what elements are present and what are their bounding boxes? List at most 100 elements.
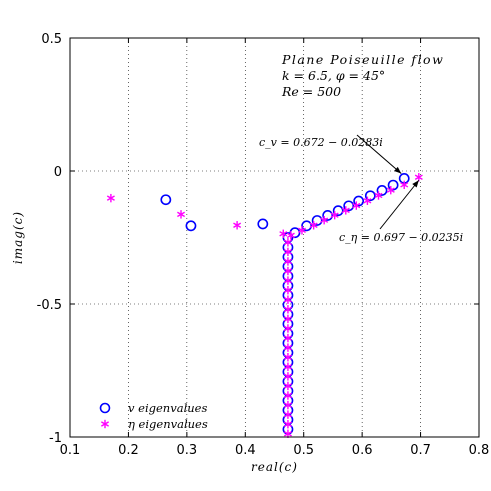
eta-eigenvalue-marker: [283, 333, 292, 343]
eta-eigenvalue-marker-stroke: [414, 174, 423, 180]
y-tick-label: -0.5: [37, 298, 62, 313]
eta-eigenvalue-marker: [283, 295, 292, 304]
eta-eigenvalue-marker: [330, 210, 339, 220]
v-eigenvalue-marker: [160, 194, 172, 206]
eta-eigenvalue-marker-stroke: [352, 202, 361, 209]
eta-eigenvalue-marker-stroke: [283, 354, 292, 360]
v-eigenvalue-marker: [343, 200, 355, 212]
x-tick-label: 0.2: [118, 443, 139, 458]
eta-eigenvalue-marker: [283, 266, 292, 276]
eta-eigenvalue-marker-stroke: [341, 207, 350, 214]
v-eigenvalue-marker: [257, 218, 269, 230]
v-eigenvalue-marker: [387, 179, 399, 191]
eigenvalue-annotations: c_v = 0.672 − 0.0283i c_η = 0.697 − 0.02…: [259, 134, 463, 244]
legend-label-eta: η eigenvalues: [128, 417, 208, 431]
legend-marker-v: [99, 402, 111, 414]
eta-eigenvalue-marker: [386, 185, 395, 195]
title-annotation: Plane Poiseuille flow k = 6.5, φ = 45° R…: [281, 52, 444, 99]
legend-star: [101, 419, 109, 429]
eta-eigenvalue-marker: [341, 206, 350, 215]
annotation-arrow-v: [356, 134, 402, 174]
eta-eigenvalue-marker-stroke: [283, 364, 292, 370]
y-axis-label: imag(c): [11, 211, 25, 264]
eta-eigenvalue-marker: [286, 231, 295, 240]
title-line-reynolds: Re = 500: [281, 84, 341, 99]
eta-eigenvalue-marker: [283, 391, 292, 400]
eta-eigenvalue-marker: [283, 305, 292, 314]
eta-eigenvalue-marker: [283, 247, 292, 257]
eta-eigenvalue-marker: [320, 216, 329, 225]
eta-eigenvalue-marker-stroke: [283, 258, 292, 265]
eta-eigenvalue-marker: [283, 353, 292, 362]
eta-eigenvalue-marker: [283, 381, 292, 391]
x-tick-label: 0.1: [60, 443, 81, 458]
title-line-flow: Plane Poiseuille flow: [281, 52, 444, 67]
eta-eigenvalue-marker: [106, 193, 115, 203]
eta-eigenvalue-marker-stroke: [283, 344, 292, 351]
x-axis-label: real(c): [251, 460, 298, 474]
eta-eigenvalue-marker-stroke: [177, 211, 186, 218]
v-eigenvalue-marker: [353, 195, 365, 207]
eta-eigenvalue-marker: [283, 324, 292, 333]
v-eigenvalue-marker: [311, 215, 323, 226]
eta-eigenvalue-marker: [400, 180, 409, 190]
eta-eigenvalue-marker: [283, 238, 292, 247]
eta-eigenvalue-marker-stroke: [283, 268, 292, 274]
eta-eigenvalue-marker-stroke: [363, 198, 372, 204]
eta-eigenvalue-marker: [283, 257, 292, 266]
y-tick-label: -1: [49, 431, 62, 446]
annotation-arrow-eta: [379, 179, 420, 230]
data-markers: [106, 173, 423, 439]
annotation-cv: c_v = 0.672 − 0.0283i: [259, 136, 383, 149]
eta-eigenvalue-marker-stroke: [309, 222, 318, 228]
title-line-parameters: k = 6.5, φ = 45°: [282, 68, 385, 83]
eta-eigenvalue-marker-stroke: [286, 232, 295, 239]
eta-eigenvalue-marker-stroke: [283, 411, 292, 418]
axis-tick-labels: 0.1 0.2 0.3 0.4 0.5 0.6 0.7 0.8 0.5 0 -0.5 -1: [37, 32, 490, 458]
eta-eigenvalue-marker-stroke: [283, 373, 292, 380]
eta-eigenvalue-marker: [283, 410, 292, 419]
eta-eigenvalue-marker: [283, 400, 292, 410]
eta-eigenvalue-marker-stroke: [386, 187, 395, 193]
annotation-arrowhead-v: [394, 166, 402, 174]
v-eigenvalue-marker: [322, 210, 334, 221]
annotation-arrowhead-eta: [412, 180, 419, 188]
x-tick-label: 0.3: [177, 443, 198, 458]
v-eigenvalue-marker: [301, 220, 313, 232]
eta-eigenvalue-marker: [283, 314, 292, 324]
eta-eigenvalue-marker-stroke: [283, 325, 292, 332]
eta-eigenvalue-marker-stroke: [320, 217, 329, 223]
x-tick-label: 0.5: [293, 443, 314, 458]
eta-eigenvalue-marker-stroke: [400, 182, 409, 188]
eta-eigenvalue-marker-stroke: [283, 392, 292, 399]
eta-eigenvalue-marker: [352, 201, 361, 210]
eta-eigenvalue-marker-stroke: [283, 421, 292, 427]
plot-area-frame: [69, 37, 480, 438]
eta-eigenvalue-marker-stroke: [283, 239, 292, 245]
eta-eigenvalue-marker: [233, 221, 242, 230]
annotation-ceta: c_η = 0.697 − 0.0235i: [339, 231, 463, 244]
axis-tick-marks: [69, 37, 480, 438]
eta-eigenvalue-marker: [283, 420, 292, 429]
eta-eigenvalue-marker: [283, 362, 292, 371]
eta-eigenvalue-marker-stroke: [283, 306, 292, 313]
eta-eigenvalue-marker-stroke: [283, 277, 292, 284]
y-tick-label: 0: [54, 165, 62, 180]
eta-eigenvalue-marker: [414, 173, 423, 182]
eta-eigenvalue-marker-stroke: [283, 249, 292, 255]
eta-eigenvalue-marker: [297, 226, 306, 235]
legend: v eigenvalues η eigenvalues: [99, 401, 208, 431]
eta-eigenvalue-marker: [283, 276, 292, 285]
eta-eigenvalue-marker-stroke: [283, 316, 292, 322]
eta-eigenvalue-marker-stroke: [283, 402, 292, 408]
v-eigenvalue-marker: [185, 220, 197, 232]
legend-marker-eta: [101, 419, 109, 429]
v-eigenvalue-marker: [376, 185, 388, 196]
eta-eigenvalue-marker-stroke: [283, 335, 292, 341]
eta-eigenvalue-marker: [309, 221, 318, 230]
x-tick-label: 0.6: [352, 443, 373, 458]
eta-eigenvalue-marker: [279, 229, 288, 238]
grid-lines: [70, 38, 479, 437]
eta-eigenvalue-marker-stroke: [374, 192, 383, 199]
eta-eigenvalue-marker-stroke: [279, 231, 288, 237]
